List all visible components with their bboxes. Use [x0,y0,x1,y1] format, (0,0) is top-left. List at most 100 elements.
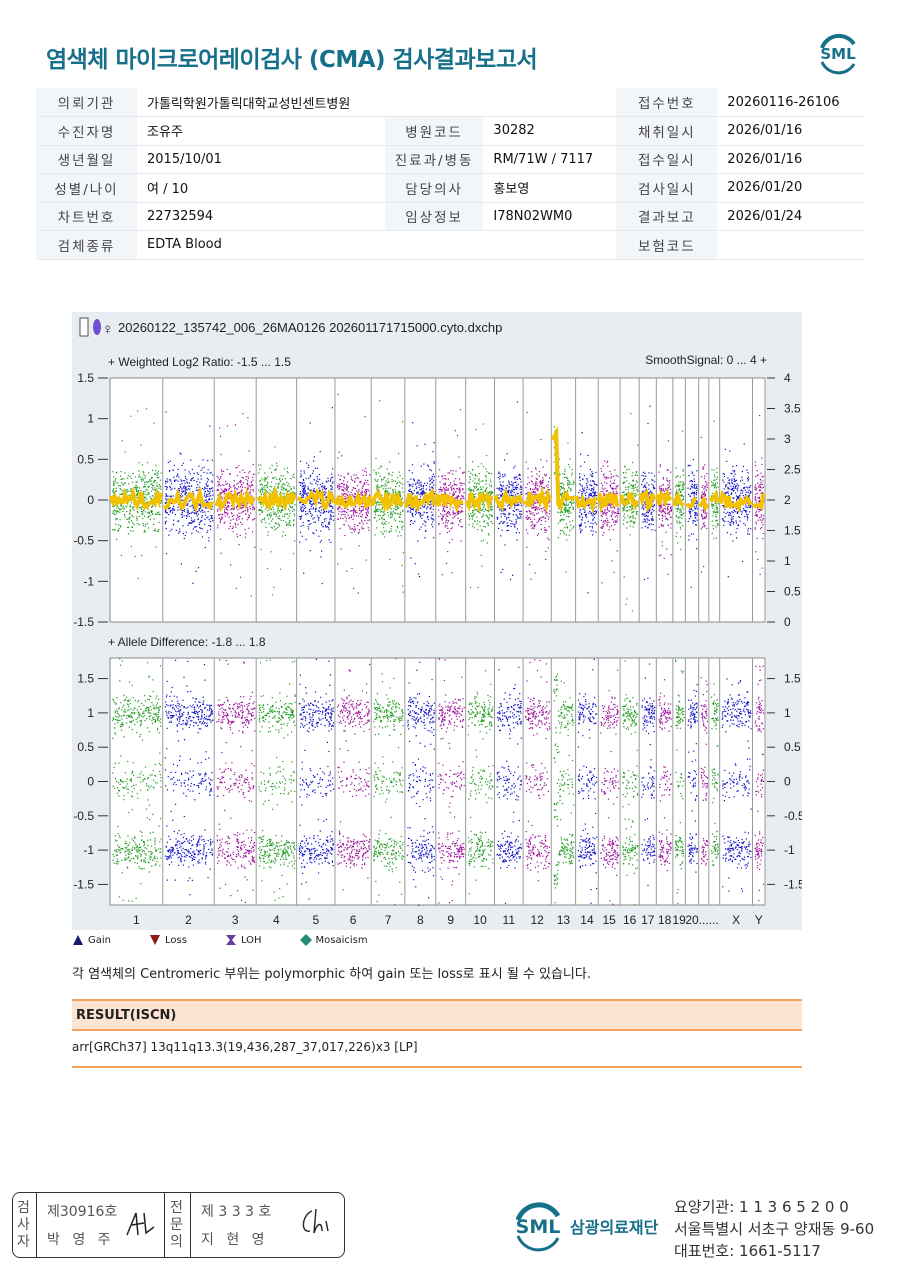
probe-point [455,514,457,516]
probe-point [360,481,362,483]
probe-point [452,487,455,489]
probe-point [511,520,513,522]
probe-point [190,517,193,519]
probe-point [114,509,116,511]
probe-point [252,506,254,508]
probe-point [355,510,357,512]
probe-point [192,491,194,493]
probe-point [644,515,646,517]
probe-point [253,508,256,510]
probe-point [561,518,563,520]
probe-point [414,563,416,565]
probe-point [282,531,284,533]
probe-point [425,501,427,504]
probe-point [485,483,487,485]
probe-point [353,487,355,489]
probe-point [332,468,334,470]
probe-point [227,509,229,511]
probe-point [384,476,386,478]
probe-point [207,510,209,513]
probe-point [532,493,534,495]
probe-point [518,532,521,534]
probe-point [520,517,522,519]
probe-point [222,491,224,493]
probe-point [229,473,231,476]
probe-point [365,482,367,484]
probe-point [628,482,630,485]
probe-point [563,502,565,504]
probe-point [595,495,597,497]
probe-point [284,514,286,516]
probe-point [325,480,327,482]
probe-point [438,475,440,477]
probe-point [259,501,262,503]
probe-point [383,477,385,479]
probe-point [530,505,532,507]
probe-point [166,487,168,489]
probe-point [329,502,331,505]
probe-point [540,459,542,461]
probe-point [375,471,377,473]
probe-point [293,523,295,525]
probe-point [118,507,120,509]
probe-point [354,523,356,526]
probe-point [140,506,142,508]
probe-point [216,509,219,511]
probe-point [170,496,172,498]
probe-point [275,515,277,517]
probe-point [603,494,605,496]
probe-point [500,510,503,512]
probe-point [197,489,199,491]
probe-point [302,496,305,498]
probe-point [560,493,563,495]
probe-point [168,534,170,536]
probe-point [265,490,267,492]
probe-point [411,472,413,474]
probe-point [353,515,355,517]
probe-point [651,529,653,531]
probe-point [350,516,353,519]
probe-point [291,507,293,509]
probe-point [628,509,630,511]
probe-point [223,522,225,524]
probe-point [193,521,195,523]
probe-point [422,487,424,489]
probe-point [582,478,584,480]
probe-point [631,512,633,514]
probe-point [586,498,588,500]
probe-point [475,482,477,485]
probe-point [447,478,449,480]
probe-point [502,523,504,525]
probe-point [603,460,606,462]
probe-point [581,485,583,487]
probe-point [650,518,653,520]
probe-point [498,489,501,491]
probe-point [535,486,537,488]
probe-point [439,469,441,471]
probe-point [197,473,199,475]
probe-point [114,504,116,506]
probe-point [508,516,510,519]
probe-point [128,494,130,496]
probe-point [379,400,381,402]
probe-point [424,504,426,506]
probe-point [128,517,130,519]
probe-point [394,512,397,515]
probe-point [368,529,370,531]
probe-point [441,490,443,492]
probe-point [151,483,153,485]
probe-point [247,511,249,513]
probe-point [274,512,276,514]
probe-point [137,492,139,495]
probe-point [247,480,249,482]
probe-point [361,516,363,518]
probe-point [622,504,625,506]
probe-point [564,527,566,529]
probe-point [561,507,563,509]
probe-point [249,491,251,494]
probe-point [444,526,446,528]
probe-point [617,475,619,477]
probe-point [471,504,474,507]
probe-point [160,502,162,505]
probe-point [310,523,312,525]
